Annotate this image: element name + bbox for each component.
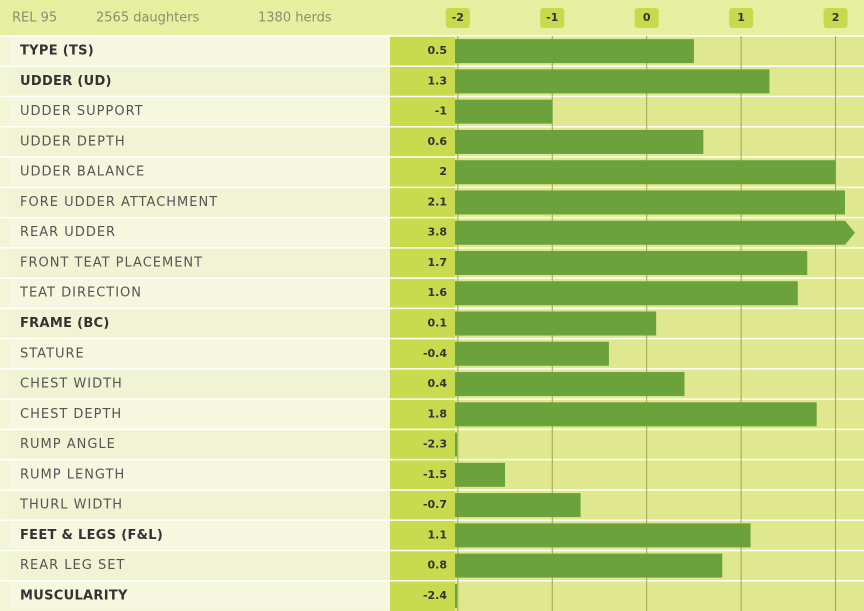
row-background [10, 309, 390, 338]
row-background [10, 218, 390, 247]
row-background [10, 188, 390, 217]
value-label: -2.3 [423, 438, 447, 451]
tick-box [729, 8, 754, 28]
row-background [10, 248, 390, 278]
x-tick-label: 0 [643, 11, 651, 24]
category-label: REAR UDDER [20, 225, 116, 240]
value-label: 0.4 [428, 377, 448, 390]
category-label: REAR LEG SET [20, 558, 125, 573]
tick-box [445, 8, 470, 28]
bar [455, 372, 685, 397]
category-label: FRAME (BC) [20, 316, 110, 331]
bar [455, 493, 581, 518]
value-label: 1.3 [428, 74, 448, 87]
row-background [10, 400, 390, 429]
value-label: 1.6 [428, 286, 448, 299]
value-label: 1.8 [428, 407, 448, 420]
header-info: REL 95 [12, 11, 57, 26]
category-label: TYPE (TS) [20, 44, 94, 59]
bar [455, 402, 817, 427]
value-label: -0.4 [423, 347, 447, 360]
category-label: THURL WIDTH [19, 498, 123, 513]
row-background [10, 158, 390, 187]
value-column [390, 36, 455, 611]
value-label: -1.5 [423, 468, 447, 481]
bar [455, 311, 657, 336]
row-background [10, 339, 390, 368]
value-label: 1.1 [428, 528, 448, 541]
value-label: 3.8 [428, 226, 448, 239]
bar [455, 250, 808, 275]
value-label: 2.1 [428, 195, 448, 208]
row-background [10, 521, 390, 550]
bar [455, 523, 751, 548]
bar [455, 583, 457, 608]
x-tick-label: 1 [737, 11, 745, 24]
bar [455, 432, 457, 457]
value-label: 0.5 [428, 44, 448, 57]
category-label: FEET & LEGS (F&L) [20, 528, 163, 543]
header-info: 2565 daughters [96, 11, 200, 26]
bar [455, 462, 506, 487]
row-background [10, 37, 390, 66]
category-label: CHEST DEPTH [20, 407, 122, 422]
value-label: -2.4 [423, 589, 447, 602]
row-background [10, 369, 390, 399]
row-background [10, 490, 390, 520]
category-label: STATURE [20, 346, 85, 361]
category-label: MUSCULARITY [20, 588, 128, 603]
row-background [10, 97, 390, 126]
value-label: 0.6 [428, 135, 448, 148]
row-background [10, 551, 390, 580]
value-label: 1.7 [428, 256, 448, 269]
bar [455, 281, 798, 306]
row-background [10, 581, 390, 610]
bar [455, 220, 855, 245]
row-background [10, 127, 390, 157]
category-label: UDDER BALANCE [20, 165, 145, 180]
category-label: FRONT TEAT PLACEMENT [20, 255, 203, 270]
header-info: 1380 herds [258, 11, 332, 26]
category-label: UDDER SUPPORT [20, 104, 144, 119]
row-background [10, 460, 390, 489]
value-label: -0.7 [423, 498, 447, 511]
category-label: RUMP ANGLE [20, 437, 116, 452]
value-label: 0.1 [428, 317, 448, 330]
bar [455, 341, 609, 366]
x-tick-label: -2 [452, 11, 464, 24]
bar [455, 129, 704, 154]
header-band [0, 0, 864, 36]
value-label: 2 [439, 165, 447, 178]
tick-box [634, 8, 659, 28]
x-tick-label: 2 [832, 11, 840, 24]
bar [455, 39, 694, 64]
category-label: UDDER DEPTH [20, 134, 126, 149]
category-label: UDDER (UD) [20, 74, 112, 89]
tick-box [540, 8, 565, 28]
category-label: CHEST WIDTH [20, 377, 123, 392]
bar [455, 190, 845, 215]
category-label: TEAT DIRECTION [19, 286, 142, 301]
bar [455, 99, 553, 124]
bar [455, 553, 723, 578]
bar [455, 160, 836, 185]
value-label: 0.8 [428, 559, 448, 572]
value-label: -1 [435, 105, 447, 118]
category-label: FORE UDDER ATTACHMENT [20, 195, 218, 210]
row-background [10, 67, 390, 96]
category-label: RUMP LENGTH [20, 467, 125, 482]
row-background [10, 430, 390, 459]
tick-box [823, 8, 848, 28]
x-tick-label: -1 [546, 11, 558, 24]
row-background [10, 279, 390, 308]
bar [455, 69, 770, 94]
